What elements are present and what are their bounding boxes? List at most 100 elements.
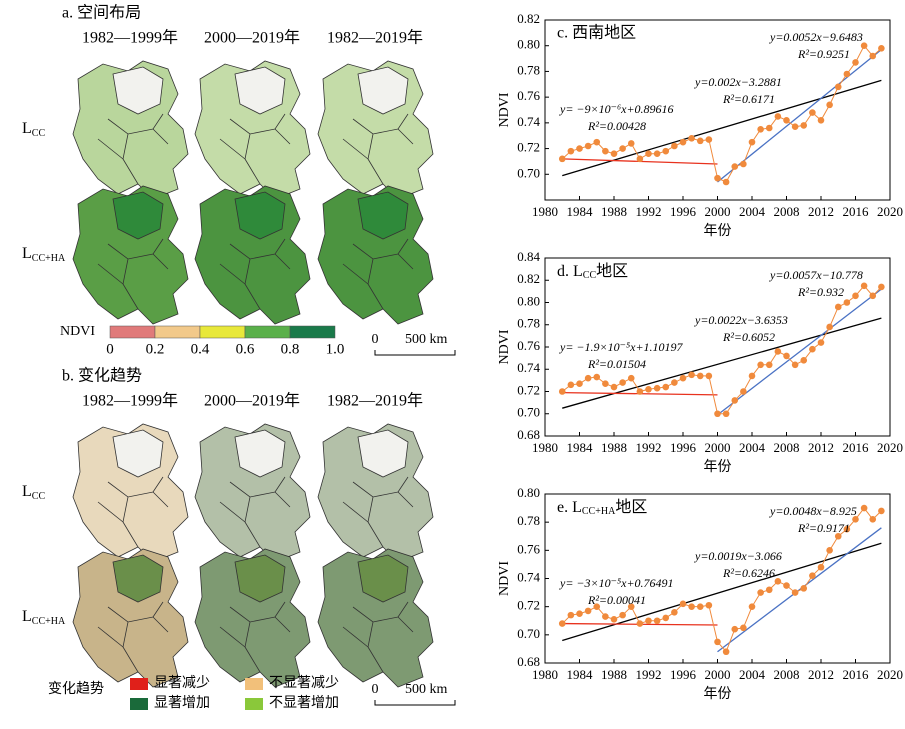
colorbar-tick-label: 0	[106, 341, 114, 357]
data-point	[817, 116, 825, 124]
y-tick-label: 0.78	[517, 316, 540, 331]
data-point	[826, 547, 833, 554]
data-point	[610, 383, 618, 391]
column-header: 1982—1999年	[82, 29, 178, 47]
column-header: 1982—1999年	[82, 392, 178, 410]
scalebar	[374, 700, 456, 706]
x-tick-label: 1988	[601, 667, 627, 682]
data-point	[705, 601, 713, 609]
scalebar-start: 0	[372, 332, 379, 347]
x-tick-label: 1996	[670, 204, 697, 219]
data-point	[783, 352, 790, 360]
column-header: 2000—2019年	[204, 29, 300, 47]
data-point	[809, 109, 816, 116]
colorbar-tick-label: 0.4	[191, 341, 210, 357]
data-point	[619, 611, 626, 619]
data-point	[671, 609, 678, 616]
x-tick-label: 2004	[739, 204, 766, 219]
equation: y=0.002x−3.2881	[694, 75, 782, 89]
data-point	[602, 380, 609, 388]
legend-swatch	[245, 698, 263, 710]
data-point	[740, 388, 747, 395]
data-point	[576, 145, 583, 152]
data-point	[843, 299, 851, 306]
row-label-main: L	[22, 120, 32, 137]
data-point	[636, 388, 644, 395]
scalebar	[374, 350, 456, 356]
data-point	[878, 44, 885, 52]
y-tick-label: 0.76	[517, 88, 540, 103]
row-label-sub: CC+HA	[32, 616, 66, 627]
column-header: 1982—2019年	[327, 392, 423, 410]
data-point	[688, 371, 695, 379]
data-point	[584, 374, 592, 382]
chart-title-main: e. L	[557, 499, 582, 516]
data-point	[783, 116, 790, 124]
data-point	[696, 603, 704, 610]
data-point	[627, 374, 635, 382]
data-point	[817, 339, 825, 346]
equation: y= −3×10⁻⁵x+0.76491	[559, 576, 674, 590]
x-tick-label: 1980	[532, 204, 558, 219]
row-label: LCC+HA	[22, 245, 66, 265]
data-point	[705, 136, 713, 143]
chart-title: c. 西南地区	[557, 24, 636, 42]
data-point	[679, 374, 687, 382]
data-point	[783, 582, 790, 589]
data-point	[714, 410, 721, 418]
legend-swatch	[130, 698, 148, 710]
equation: y=0.0052x−9.6483	[769, 30, 863, 44]
map	[72, 60, 189, 200]
equation: R²=0.00428	[587, 119, 646, 133]
map	[194, 60, 311, 200]
legend-label: 显著增加	[154, 695, 210, 711]
data-point	[731, 397, 739, 404]
data-point	[602, 147, 609, 155]
data-point	[826, 323, 833, 331]
data-point	[817, 563, 825, 571]
x-tick-label: 2016	[843, 204, 870, 219]
data-point	[852, 292, 859, 300]
data-point	[714, 638, 721, 646]
column-header: 2000—2019年	[204, 392, 300, 410]
data-point	[593, 603, 601, 610]
y-tick-label: 0.80	[517, 293, 540, 308]
y-tick-label: 0.80	[517, 485, 540, 500]
data-point	[619, 379, 626, 386]
x-axis-label: 年份	[704, 459, 732, 475]
x-tick-label: 2012	[808, 667, 834, 682]
x-tick-label: 1996	[670, 667, 697, 682]
y-tick-label: 0.74	[517, 114, 540, 129]
data-point	[653, 150, 661, 158]
data-point	[636, 155, 644, 163]
y-tick-label: 0.80	[517, 37, 540, 52]
data-point	[627, 140, 635, 147]
data-point	[834, 303, 842, 311]
x-tick-label: 2012	[808, 204, 834, 219]
trend-line	[562, 79, 882, 177]
y-tick-label: 0.68	[517, 427, 540, 442]
data-point	[740, 624, 747, 632]
data-point	[610, 616, 618, 623]
equation: R²=0.01504	[587, 357, 646, 371]
data-point	[860, 282, 868, 290]
data-point	[748, 372, 756, 380]
y-tick-label: 0.76	[517, 338, 540, 353]
data-point	[645, 150, 652, 158]
x-tick-label: 2008	[774, 440, 800, 455]
y-tick-label: 0.78	[517, 62, 540, 77]
x-tick-label: 1984	[567, 440, 594, 455]
data-point	[869, 52, 877, 60]
legend-title: 变化趋势	[48, 681, 104, 697]
data-point	[774, 348, 782, 355]
y-tick-label: 0.68	[517, 654, 540, 669]
equation: y=0.0057x−10.778	[769, 268, 863, 282]
data-point	[722, 410, 730, 418]
scalebar-label: 500 km	[405, 332, 448, 347]
equation: R²=0.6052	[722, 330, 775, 344]
data-point	[757, 361, 764, 369]
x-axis-label: 年份	[704, 686, 732, 702]
legend-swatch	[245, 678, 263, 690]
map	[317, 60, 434, 200]
y-tick-label: 0.84	[517, 249, 540, 264]
